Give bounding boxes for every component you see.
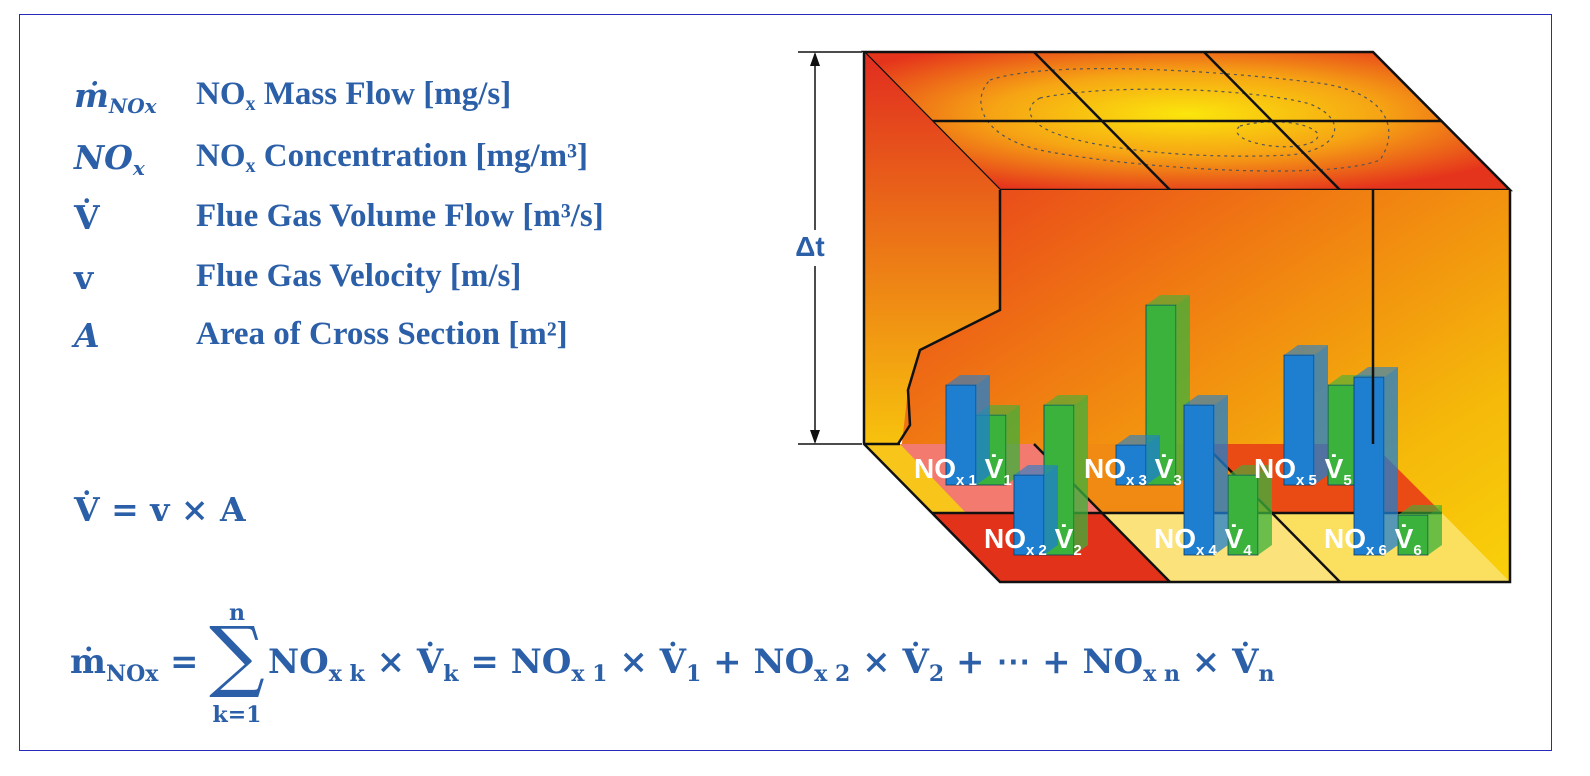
legend-symbol: A xyxy=(74,316,100,355)
cell-label-3: NOx 3 V̇3 xyxy=(1084,453,1182,489)
legend-symbol: NOx xyxy=(74,138,145,180)
delta-t-dimension: Δt xyxy=(792,51,862,445)
bar-conc-5 xyxy=(1283,345,1328,486)
bar-conc-1 xyxy=(945,375,990,486)
legend-description: NOx Concentration [mg/m³] xyxy=(196,138,588,177)
equals-sign: = xyxy=(170,642,199,682)
legend-description: Flue Gas Velocity [m/s] xyxy=(196,258,522,294)
duct-left-face xyxy=(864,52,1000,444)
sum-upper-limit: n xyxy=(229,600,245,626)
cell-label-2: NOx 2 V̇2 xyxy=(984,523,1082,559)
equation-lhs: ṁNOx xyxy=(70,642,159,687)
cell-label-1: NOx 1 V̇1 xyxy=(914,453,1012,489)
legend-description: Area of Cross Section [m²] xyxy=(196,316,568,352)
top-grid xyxy=(932,51,1442,191)
bar-conc-6 xyxy=(1353,367,1398,556)
legend-symbol: v xyxy=(74,258,94,297)
bar-flow-3 xyxy=(1145,295,1190,486)
legend-description: Flue Gas Volume Flow [m³/s] xyxy=(196,198,604,234)
bars-group xyxy=(945,295,1442,556)
cell-label-5: NOx 5 V̇5 xyxy=(1254,453,1352,489)
bar-conc-2 xyxy=(1013,465,1058,556)
cell-label-6: NOx 6 V̇6 xyxy=(1324,523,1422,559)
volume-flow-equation: V̇ = v × A xyxy=(74,490,246,529)
bar-conc-3 xyxy=(1115,435,1160,486)
cell-label-4: NOx 4 V̇4 xyxy=(1154,523,1252,559)
sum-lower-limit: k=1 xyxy=(212,702,262,728)
sigma-symbol: ∑ xyxy=(209,611,265,701)
equation-rhs: NOx k × V̇k = NOx 1 × V̇1 + NOx 2 × V̇2 … xyxy=(268,642,1275,687)
figure-frame xyxy=(19,14,1552,751)
legend-description: NOx Mass Flow [mg/s] xyxy=(196,76,512,115)
bar-flow-4 xyxy=(1227,465,1272,556)
legend-symbol: V̇ xyxy=(74,198,100,237)
delta-t-label: Δt xyxy=(795,231,824,262)
duct-outline xyxy=(862,52,1512,584)
bar-conc-4 xyxy=(1183,395,1228,556)
bar-flow-6 xyxy=(1397,505,1442,556)
legend-symbol: ṁNOx xyxy=(74,76,157,118)
